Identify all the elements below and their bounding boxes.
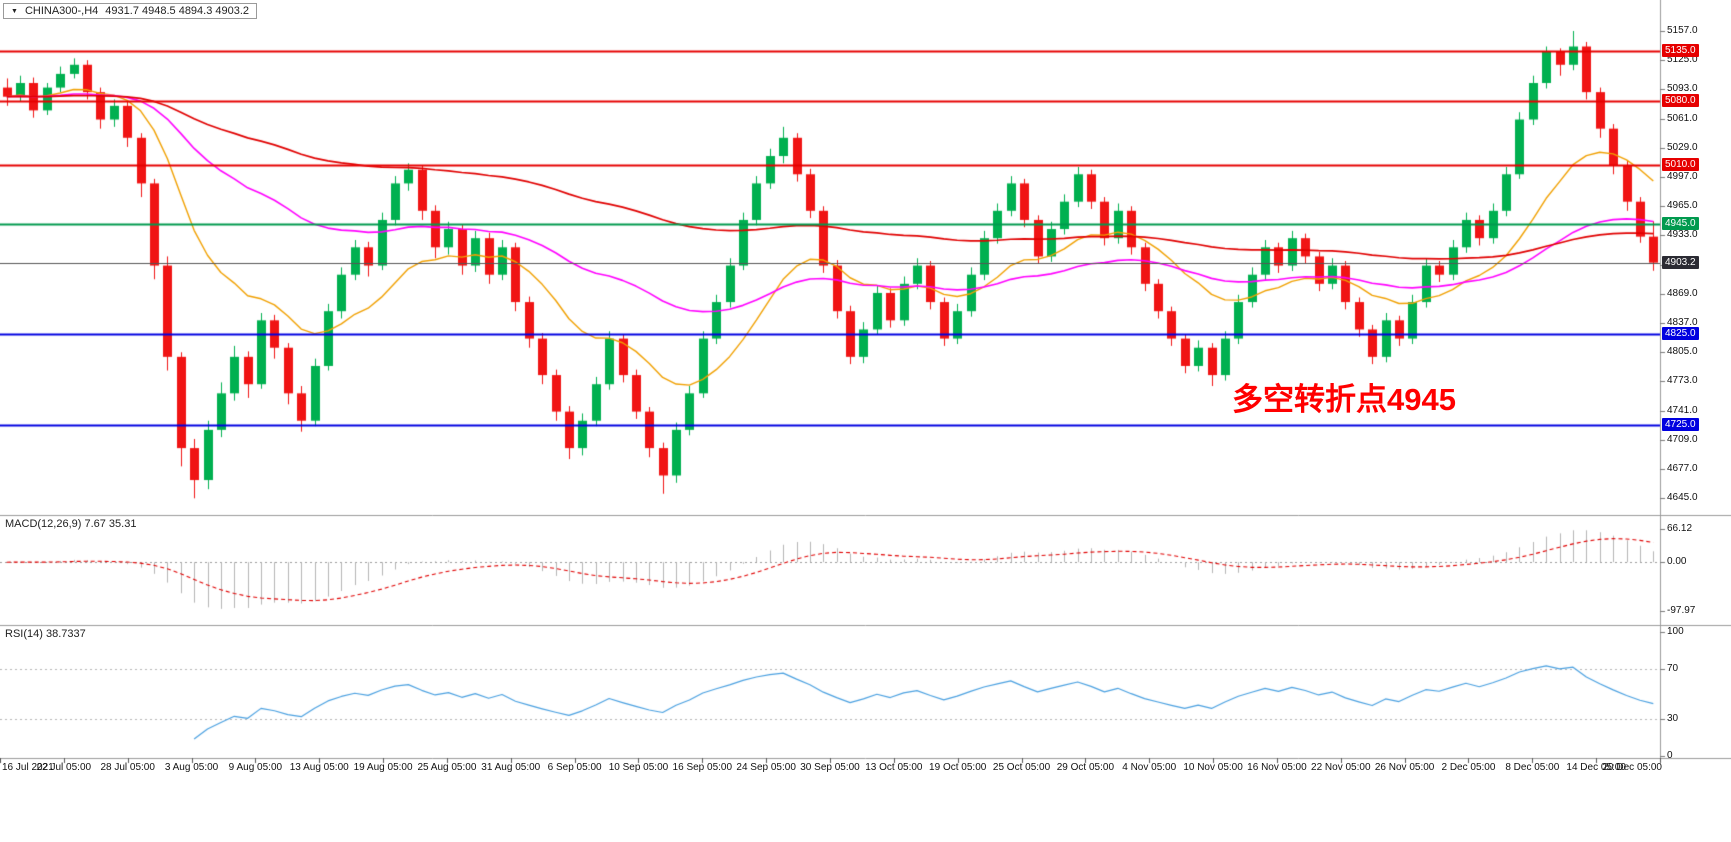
time-axis-label: 13 Oct 05:00 [865, 762, 923, 773]
price-axis-label: 4869.0 [1667, 287, 1698, 299]
time-axis-label: 26 Nov 05:00 [1374, 762, 1435, 773]
symbol-info-chip: ▼ CHINA300-,H4 4931.7 4948.5 4894.3 4903… [3, 3, 258, 19]
level-price-tag: 5135.0 [1662, 44, 1699, 58]
price-axis-label: 5093.0 [1667, 83, 1698, 95]
price-axis-label: 4645.0 [1667, 492, 1698, 504]
price-axis-label: 4933.0 [1667, 229, 1698, 241]
price-axis-label: 4677.0 [1667, 463, 1698, 475]
time-axis-label: 16 Sep 05:00 [672, 762, 733, 773]
price-axis-label: 5157.0 [1667, 24, 1698, 36]
current-price-tag: 4903.2 [1662, 255, 1699, 269]
price-axis-label: 5029.0 [1667, 141, 1698, 153]
price-axis-label: 4741.0 [1667, 404, 1698, 416]
time-axis-label: 9 Aug 05:00 [228, 762, 283, 773]
time-axis-label: 20 Dec 05:00 [1602, 762, 1663, 773]
time-axis-label: 3 Aug 05:00 [164, 762, 219, 773]
price-axis-label: 4709.0 [1667, 433, 1698, 445]
macd-indicator-label: MACD(12,26,9) 7.67 35.31 [5, 518, 137, 530]
time-axis-label: 10 Nov 05:00 [1183, 762, 1243, 773]
price-axis-label: 4837.0 [1667, 317, 1698, 329]
price-axis-label: 4773.0 [1667, 375, 1698, 387]
price-axis-label: 5125.0 [1667, 54, 1698, 66]
time-axis-label: 16 Nov 05:00 [1247, 762, 1307, 773]
time-axis-label: 2 Dec 05:00 [1441, 762, 1496, 773]
time-axis-label: 13 Aug 05:00 [289, 762, 349, 773]
time-axis-label: 19 Aug 05:00 [353, 762, 413, 773]
rsi-axis-label: 100 [1667, 626, 1684, 637]
time-axis-label: 14 Dec 05:00 [1566, 762, 1626, 773]
time-axis-label: 19 Oct 05:00 [929, 762, 987, 773]
time-axis-label: 25 Aug 05:00 [417, 762, 477, 773]
rsi-axis-label: 0 [1667, 750, 1673, 761]
time-axis-label: 4 Nov 05:00 [1122, 762, 1177, 773]
current-ohlc-values: 4931.7 4948.5 4894.3 4903.2 [105, 5, 250, 17]
level-price-tag: 5080.0 [1662, 94, 1699, 108]
time-axis-label: 31 Aug 05:00 [481, 762, 541, 773]
level-price-tag: 4825.0 [1662, 327, 1699, 341]
time-axis-label: 24 Sep 05:00 [736, 762, 796, 773]
level-price-tag: 4945.0 [1662, 217, 1699, 231]
price-axis-label: 4965.0 [1667, 200, 1698, 212]
rsi-axis-label: 30 [1667, 712, 1679, 724]
time-axis-label: 25 Oct 05:00 [992, 762, 1051, 773]
macd-axis-label: 0.00 [1667, 556, 1687, 568]
symbol-name: CHINA300-,H4 [24, 5, 99, 17]
time-axis-label: 22 Nov 05:00 [1311, 762, 1371, 773]
price-axis-label: 4805.0 [1667, 346, 1698, 358]
level-price-tag: 4725.0 [1662, 418, 1699, 432]
time-axis-label: 22 Jul 05:00 [36, 762, 92, 773]
time-axis-label: 6 Sep 05:00 [547, 762, 602, 773]
time-axis-label: 8 Dec 05:00 [1505, 762, 1560, 773]
time-axis-label: 28 Jul 05:00 [100, 762, 155, 773]
price-axis-label: 4997.0 [1667, 171, 1698, 183]
time-axis-label: 29 Oct 05:00 [1056, 762, 1115, 773]
rsi-indicator-label: RSI(14) 38.7337 [5, 628, 86, 640]
macd-axis-label: -97.97 [1667, 605, 1696, 617]
collapse-icon[interactable]: ▼ [11, 7, 18, 15]
chart-text-annotation: 多空转折点4945 [1232, 382, 1456, 417]
price-axis-label: 5061.0 [1667, 112, 1698, 124]
macd-axis-label: 66.12 [1667, 522, 1693, 534]
level-price-tag: 5010.0 [1662, 158, 1699, 172]
rsi-axis-label: 70 [1667, 663, 1679, 675]
time-axis-label: 10 Sep 05:00 [608, 762, 669, 773]
time-axis-label: 30 Sep 05:00 [800, 762, 860, 773]
time-axis-label: 16 Jul 2021 [2, 762, 54, 773]
